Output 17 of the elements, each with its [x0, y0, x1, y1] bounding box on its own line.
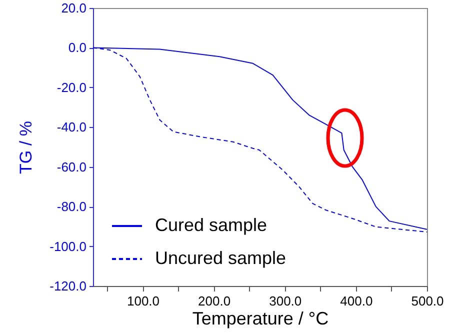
y-tick-label: -80.0	[56, 199, 86, 214]
x-axis-title: Temperature / °C	[192, 308, 329, 328]
legend-label: Uncured sample	[155, 248, 286, 268]
y-tick-label: -120.0	[50, 278, 86, 294]
x-tick-label: 400.0	[340, 294, 373, 308]
x-tick-label: 200.0	[198, 294, 231, 308]
x-tick-label: 300.0	[269, 294, 302, 308]
x-tick-label: 500.0	[411, 294, 444, 308]
y-tick-label: 0.0	[68, 40, 86, 56]
y-axis-title: TG / %	[16, 121, 36, 174]
y-tick-label: -40.0	[56, 120, 86, 135]
y-tick-label: 20.0	[61, 0, 86, 16]
y-tick-label: -100.0	[50, 238, 86, 254]
legend-label: Cured sample	[155, 215, 268, 235]
x-tick-label: 100.0	[126, 294, 160, 308]
y-tick-label: -60.0	[56, 159, 86, 174]
y-tick-label: -20.0	[56, 80, 86, 95]
